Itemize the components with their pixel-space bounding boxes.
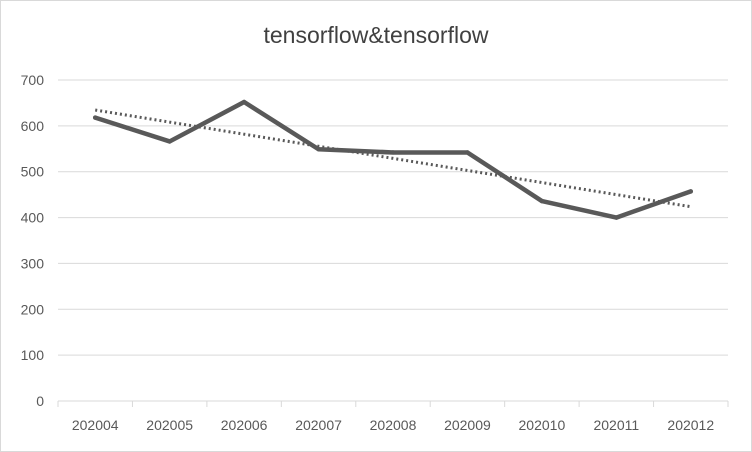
y-tick-label: 100 bbox=[21, 347, 45, 363]
x-tick-label: 202005 bbox=[146, 417, 193, 433]
data-point bbox=[316, 147, 321, 152]
data-point bbox=[390, 150, 396, 155]
series-group bbox=[92, 99, 694, 220]
x-axis bbox=[57, 400, 729, 407]
data-point bbox=[614, 215, 619, 220]
y-tick-label: 300 bbox=[21, 255, 45, 271]
data-point bbox=[167, 139, 172, 144]
y-tick-label: 400 bbox=[21, 210, 45, 226]
gridlines bbox=[58, 79, 728, 356]
y-tick-label: 600 bbox=[21, 118, 45, 134]
y-tick-label: 200 bbox=[21, 301, 45, 317]
x-tick-label: 202009 bbox=[444, 417, 491, 433]
chart-title: tensorflow&tensorflow bbox=[263, 22, 489, 48]
data-point bbox=[688, 189, 693, 194]
x-tick-label: 202004 bbox=[72, 417, 119, 433]
data-point bbox=[465, 150, 470, 155]
x-tick-label: 202012 bbox=[667, 417, 714, 433]
trendline bbox=[94, 108, 692, 209]
y-tick-label: 0 bbox=[36, 393, 44, 409]
x-tick-label: 202007 bbox=[295, 417, 342, 433]
data-point bbox=[93, 115, 98, 120]
x-axis-tick-labels: 202004 202005 202006 202007 202008 202009 2020… bbox=[72, 417, 714, 433]
x-tick-label: 202006 bbox=[221, 417, 268, 433]
x-tick-label: 202011 bbox=[593, 417, 639, 433]
y-tick-label: 700 bbox=[21, 72, 45, 88]
data-point bbox=[539, 198, 545, 204]
x-tick-label: 202008 bbox=[370, 417, 417, 433]
x-tick-label: 202010 bbox=[519, 417, 566, 433]
y-axis-tick-labels: 0 100 200 300 400 500 600 700 bbox=[21, 72, 45, 409]
y-tick-label: 500 bbox=[21, 164, 45, 180]
data-point bbox=[241, 99, 247, 105]
